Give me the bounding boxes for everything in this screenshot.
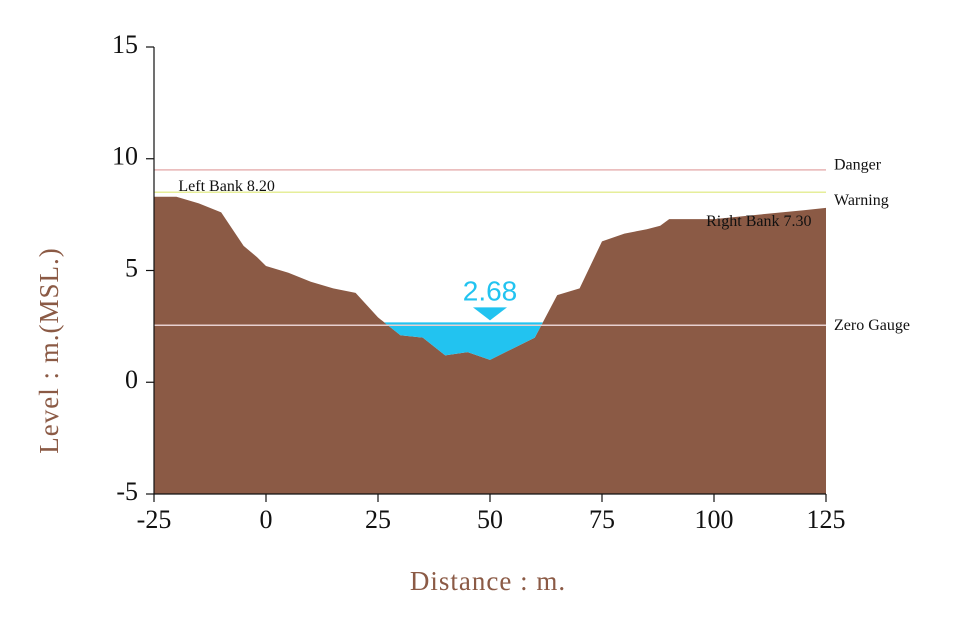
y-tick-label: 15 [112, 30, 138, 59]
right-bank-label: Right Bank 7.30 [706, 213, 811, 230]
x-tick-label: 125 [807, 505, 846, 534]
y-tick-label: -5 [116, 477, 138, 506]
water-level-marker-icon [473, 307, 507, 321]
x-tick-label: 75 [589, 505, 615, 534]
x-tick-label: -25 [137, 505, 172, 534]
x-tick-label: 100 [695, 505, 734, 534]
y-axis-title: Level : m.(MSL.) [34, 247, 64, 453]
left-bank-label: Left Bank 8.20 [178, 178, 274, 195]
y-tick-label: 10 [112, 142, 138, 171]
water-area [384, 322, 543, 360]
ref-label-danger: Danger [834, 157, 882, 174]
ground-profile [154, 196, 826, 494]
y-tick-label: 5 [125, 253, 138, 282]
ref-label-warning: Warning [834, 192, 889, 209]
ref-label-zero-gauge: Zero Gauge [834, 317, 910, 334]
x-tick-label: 0 [260, 505, 273, 534]
x-axis-title: Distance : m. [410, 566, 566, 596]
x-tick-label: 50 [477, 505, 503, 534]
x-tick-label: 25 [365, 505, 391, 534]
water-level-label: 2.68 [463, 275, 518, 306]
y-tick-label: 0 [125, 365, 138, 394]
